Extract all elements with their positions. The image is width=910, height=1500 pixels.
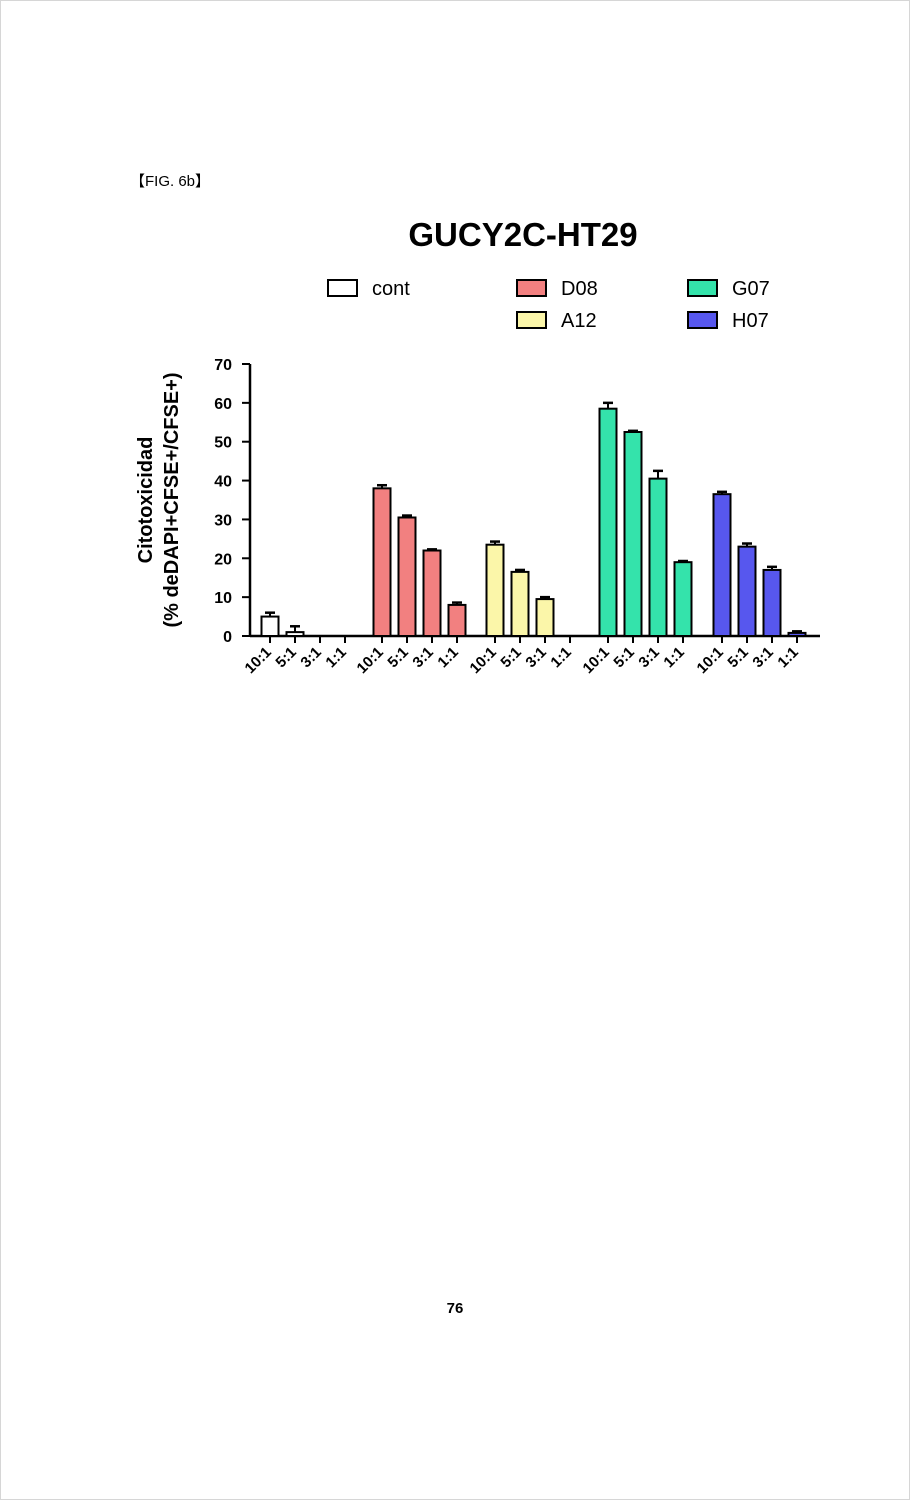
bar-G07-3-1	[648, 477, 668, 637]
page-number: 76	[446, 1300, 464, 1317]
bar-A12-10-1	[485, 543, 505, 638]
x-tick-label: 5:1	[610, 644, 637, 671]
legend-swatch-cont	[327, 279, 358, 297]
x-tick-label: 10:1	[354, 644, 387, 677]
x-tick-label: 3:1	[409, 644, 436, 671]
legend-label-G07: G07	[732, 278, 770, 300]
chart-title: GUCY2C-HT29	[408, 216, 637, 253]
y-tick-label: 70	[214, 357, 232, 374]
bar-G07-10-1	[598, 407, 618, 637]
bar-cont-5-1	[285, 631, 305, 637]
legend-label-cont: cont	[372, 278, 410, 300]
x-tick-label: 1:1	[660, 644, 687, 671]
x-tick-label: 5:1	[272, 644, 299, 671]
x-tick-label: 1:1	[547, 644, 574, 671]
legend-label-H07: H07	[732, 310, 769, 332]
x-tick-label: 3:1	[635, 644, 662, 671]
y-tick-label: 10	[214, 590, 232, 607]
x-tick-label: 5:1	[384, 644, 411, 671]
x-tick-label: 1:1	[434, 644, 461, 671]
x-tick-label: 5:1	[497, 644, 524, 671]
y-tick-label: 20	[214, 551, 232, 568]
x-tick-label: 1:1	[322, 644, 349, 671]
y-tick-label: 30	[214, 512, 232, 529]
bar-A12-3-1	[535, 598, 555, 637]
legend-swatch-G07	[687, 279, 718, 297]
legend: cont D08 A12 G07 H07	[327, 278, 770, 332]
y-tick-label: 50	[214, 435, 232, 452]
y-tick-label: 0	[223, 629, 232, 646]
bar-H07-3-1	[762, 568, 782, 638]
x-tick-label: 3:1	[522, 644, 549, 671]
figure-label: 【FIG. 6b】	[130, 173, 211, 190]
bar-H07-5-1	[737, 545, 757, 638]
bar-H07-1-1	[787, 631, 807, 637]
y-axis-label: Citotoxicidad	[135, 437, 157, 564]
x-tick-label: 5:1	[724, 644, 751, 671]
x-tick-label: 3:1	[297, 644, 324, 671]
bar-D08-10-1	[372, 487, 392, 638]
legend-label-D08: D08	[561, 278, 598, 300]
y-tick-label: 40	[214, 474, 232, 491]
bar-D08-1-1	[447, 603, 467, 638]
x-tick-label: 3:1	[749, 644, 776, 671]
chart: GUCY2C-HT29 cont D08 A12 G07 H07 Citotoxicid…	[135, 216, 820, 677]
x-tick-label: 10:1	[694, 644, 727, 677]
bar-G07-5-1	[623, 431, 643, 637]
bar-D08-5-1	[397, 516, 417, 637]
bar-A12-5-1	[510, 570, 530, 638]
bar-G07-1-1	[673, 561, 693, 638]
x-tick-label: 1:1	[774, 644, 801, 671]
bar-H07-10-1	[712, 493, 732, 637]
x-tick-label: 10:1	[242, 644, 275, 677]
legend-label-A12: A12	[561, 310, 597, 332]
y-tick-label: 60	[214, 396, 232, 413]
x-tick-label: 10:1	[580, 644, 613, 677]
legend-swatch-A12	[516, 311, 547, 329]
y-axis-label-unit: (% deDAPI+CFSE+/CFSE+)	[161, 372, 183, 627]
bar-D08-3-1	[422, 549, 442, 637]
legend-swatch-H07	[687, 311, 718, 329]
x-tick-label: 10:1	[467, 644, 500, 677]
bar-cont-10-1	[260, 615, 280, 637]
legend-swatch-D08	[516, 279, 547, 297]
